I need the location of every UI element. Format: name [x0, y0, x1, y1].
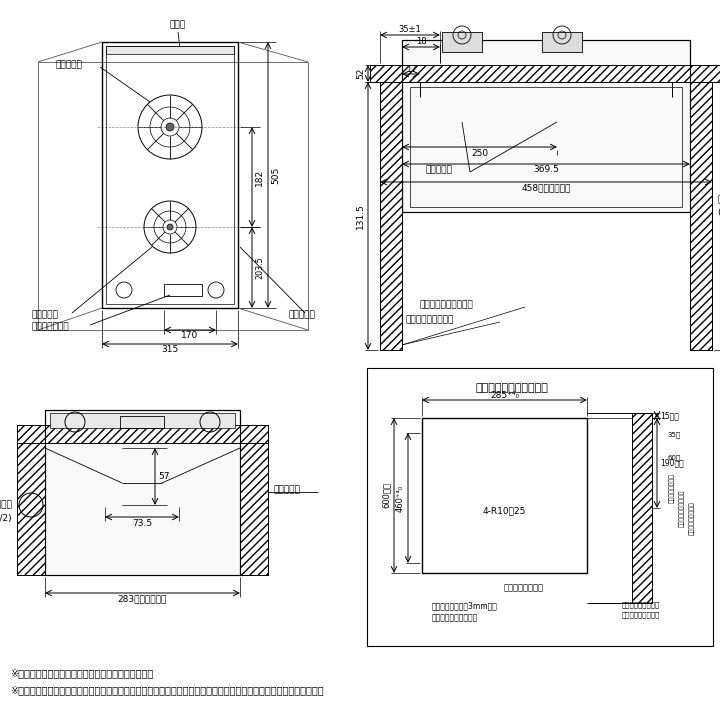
Text: キャビネット扈前面: キャビネット扈前面 [405, 315, 454, 325]
Text: 35以: 35以 [667, 432, 680, 438]
Text: 17: 17 [405, 65, 416, 73]
Bar [370, 65, 720, 82]
Bar [542, 32, 582, 52]
Text: (Rc1/2): (Rc1/2) [717, 207, 720, 217]
Bar [164, 284, 202, 296]
Bar [240, 443, 268, 575]
Text: (Rc1/2): (Rc1/2) [0, 513, 12, 523]
Text: ガス接続口: ガス接続口 [0, 500, 12, 510]
Bar [442, 32, 482, 52]
Text: 170: 170 [181, 331, 199, 341]
Text: 15以上: 15以上 [660, 411, 679, 420]
Text: 配慮されていること: 配慮されていること [622, 611, 660, 618]
Bar [690, 82, 712, 350]
Text: キャビネット側板前面: キャビネット側板前面 [679, 490, 685, 527]
Text: 60以: 60以 [667, 455, 680, 462]
Bar [690, 82, 712, 350]
Text: のすき間を確保のこと: のすき間を確保のこと [432, 613, 478, 622]
Text: 369.5: 369.5 [533, 166, 559, 174]
Text: 460⁺⁴₀: 460⁺⁴₀ [396, 485, 405, 512]
Bar [367, 368, 713, 646]
Bar [45, 410, 240, 575]
Text: 600以上: 600以上 [382, 482, 391, 508]
Text: ※単体設置タイプにつきオーブン接続はできません。: ※単体設置タイプにつきオーブン接続はできません。 [10, 668, 153, 678]
Text: 505: 505 [271, 166, 280, 184]
Text: 57: 57 [158, 472, 169, 481]
Text: 131.5: 131.5 [356, 203, 365, 229]
Text: 315: 315 [161, 346, 179, 354]
Text: 吸気口: 吸気口 [170, 20, 186, 30]
Bar [17, 443, 45, 575]
Bar [422, 418, 587, 573]
Text: 4-R10～25: 4-R10～25 [483, 506, 526, 516]
Text: 458（本体凸部）: 458（本体凸部） [521, 184, 571, 192]
Bar [102, 42, 238, 308]
Bar [240, 443, 268, 575]
Text: ガス接続口: ガス接続口 [717, 196, 720, 204]
Text: 電池ケース: 電池ケース [273, 485, 300, 495]
Bar [632, 413, 652, 603]
Text: 電池ケース: 電池ケース [425, 166, 452, 174]
Text: キャビネット側板前面: キャビネット側板前面 [420, 300, 474, 310]
Text: 電池交換必要寸法: 電池交換必要寸法 [669, 473, 675, 503]
Circle shape [167, 224, 173, 230]
Text: キャビネット扈前面: キャビネット扈前面 [689, 501, 695, 535]
Circle shape [166, 123, 174, 131]
Bar [632, 413, 652, 603]
Bar [106, 46, 234, 304]
Bar [410, 87, 682, 207]
Text: ワークトップ前面: ワークトップ前面 [504, 583, 544, 592]
Bar [17, 425, 268, 443]
Text: 後バーナー: 後バーナー [55, 60, 82, 70]
Text: 285⁺⁴₀: 285⁺⁴₀ [490, 390, 519, 400]
Bar [402, 40, 690, 212]
Text: 182: 182 [255, 168, 264, 186]
Text: 前バーナー: 前バーナー [32, 310, 59, 320]
Text: ※本機器は防火性能評定品であり、周囲に可燃物がある場合は防火性能評定品ラベル内容に従って設置してください。: ※本機器は防火性能評定品であり、周囲に可燃物がある場合は防火性能評定品ラベル内容… [10, 685, 323, 695]
Text: 250: 250 [471, 148, 488, 158]
Text: 18: 18 [415, 37, 426, 47]
Bar [50, 413, 235, 428]
Bar [45, 410, 240, 575]
Text: 空気が流れるよう3mm以上: 空気が流れるよう3mm以上 [432, 601, 498, 610]
Bar [380, 82, 402, 350]
Text: 283（本体凸部）: 283（本体凸部） [118, 595, 167, 603]
Text: 高温炒め操: 高温炒め操 [288, 310, 315, 320]
Bar [402, 40, 690, 212]
Text: 電池交換サイン: 電池交換サイン [32, 323, 70, 331]
Bar [370, 65, 720, 82]
Text: 190以上: 190以上 [660, 459, 684, 467]
Bar [380, 82, 402, 350]
Bar [106, 46, 234, 54]
Bar [17, 443, 45, 575]
Bar [17, 425, 268, 443]
Text: 35±1: 35±1 [399, 25, 421, 35]
Text: 52: 52 [356, 68, 365, 79]
Text: 電池交換出来る様に: 電池交換出来る様に [622, 601, 660, 608]
Text: 203.5: 203.5 [255, 256, 264, 279]
Text: 73.5: 73.5 [132, 518, 152, 528]
Text: ワークトップ穴開け寸法: ワークトップ穴開け寸法 [476, 383, 549, 393]
Bar [120, 416, 164, 428]
